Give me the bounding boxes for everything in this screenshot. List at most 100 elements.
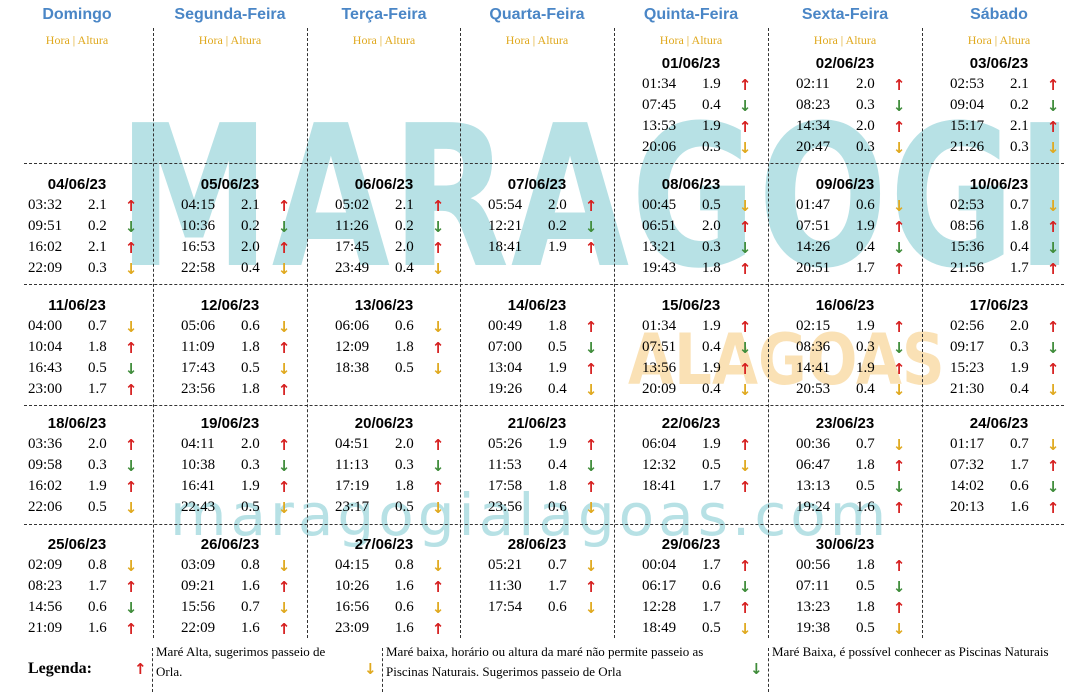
tide-row: 06:47 1.8 ↑ [768,457,922,478]
tide-row: 01:34 1.9 ↑ [614,318,768,339]
tide-height: 0.6 [702,578,721,594]
tide-height: 2.1 [241,197,260,213]
tide-height: 0.5 [88,499,107,515]
high-tide-arrow-icon: ↑ [584,578,598,596]
column-subtitle: Hora | Altura [45,33,109,47]
low-tide-arrow-icon: ↓ [1046,139,1060,157]
high-tide-arrow-icon: ↑ [738,599,752,617]
tide-height: 2.1 [395,197,414,213]
date-label: 01/06/23 [661,55,721,72]
high-tide-arrow-icon: ↑ [738,118,752,136]
low-tide-arrow-icon: ↓ [277,360,291,378]
high-tide-arrow-icon: ↑ [738,318,752,336]
tide-time: 19:43 [642,260,677,276]
tide-time: 13:04 [488,360,523,376]
tide-time: 11:13 [335,457,369,473]
tide-height: 2.1 [88,197,107,213]
tide-height: 2.0 [548,197,567,213]
tide-height: 1.6 [856,499,875,515]
tide-height: 2.0 [702,218,721,234]
tide-row: 06:51 2.0 ↑ [614,218,768,239]
tide-height: 2.0 [856,118,875,134]
tide-row: 21:30 0.4 ↓ [922,381,1075,402]
legend-down-green-arrow-icon: ↓ [750,660,763,678]
tide-row: 09:21 1.6 ↑ [153,578,307,599]
tide-height: 1.9 [702,76,721,92]
legend-separator [768,648,769,692]
column-subtitle: Hora | Altura [352,33,416,47]
high-tide-arrow-icon: ↑ [892,76,906,94]
tide-row: 19:43 1.8 ↑ [614,260,768,281]
tide-row: 21:26 0.3 ↓ [922,139,1075,160]
tide-time: 18:41 [642,478,677,494]
tide-row: 12:21 0.2 ↓ [460,218,614,239]
tide-height: 1.9 [702,436,721,452]
tide-height: 1.6 [395,578,414,594]
date-label: 25/06/23 [47,536,107,553]
high-tide-arrow-icon: ↑ [1046,457,1060,475]
tide-row: 09:04 0.2 ↓ [922,97,1075,118]
tide-time: 00:56 [796,557,831,573]
tide-time: 02:15 [796,318,831,334]
low-tide-arrow-icon: ↓ [1046,381,1060,399]
day-header: Domingo [42,6,112,23]
high-tide-arrow-icon: ↑ [124,239,138,257]
tide-row: 02:09 0.8 ↓ [0,557,154,578]
date-label: 02/06/23 [815,55,875,72]
tide-row: 22:09 0.3 ↓ [0,260,154,281]
tide-row: 22:06 0.5 ↓ [0,499,154,520]
tide-height: 1.8 [548,478,567,494]
tide-time: 23:17 [335,499,370,515]
tide-time: 23:49 [335,260,370,276]
low-tide-pools-arrow-icon: ↓ [892,239,906,257]
low-tide-arrow-icon: ↓ [1046,436,1060,454]
tide-row: 06:04 1.9 ↑ [614,436,768,457]
tide-row: 06:06 0.6 ↓ [307,318,461,339]
tide-height: 0.6 [88,599,107,615]
tide-time: 18:41 [488,239,523,255]
tide-height: 0.7 [1010,197,1029,213]
low-tide-arrow-icon: ↓ [1046,197,1060,215]
tide-row: 18:49 0.5 ↓ [614,620,768,641]
date-label: 05/06/23 [200,176,260,193]
tide-time: 22:43 [181,499,216,515]
tide-height: 1.6 [241,620,260,636]
tide-height: 2.0 [856,76,875,92]
date-label: 19/06/23 [200,415,260,432]
tide-height: 2.1 [1010,76,1029,92]
tide-row: 12:32 0.5 ↓ [614,457,768,478]
low-tide-pools-arrow-icon: ↓ [892,578,906,596]
high-tide-arrow-icon: ↑ [431,339,445,357]
tide-row: 02:53 0.7 ↓ [922,197,1075,218]
column-divider [614,28,615,638]
tide-time: 13:56 [642,360,677,376]
tide-height: 1.6 [1010,499,1029,515]
tide-time: 09:21 [181,578,216,594]
tide-row: 14:26 0.4 ↓ [768,239,922,260]
tide-height: 2.0 [395,436,414,452]
tide-row: 00:36 0.7 ↓ [768,436,922,457]
tide-time: 02:09 [28,557,63,573]
tide-row: 11:30 1.7 ↑ [460,578,614,599]
tide-time: 16:02 [28,239,63,255]
tide-row: 13:56 1.9 ↑ [614,360,768,381]
low-tide-pools-arrow-icon: ↓ [892,478,906,496]
tide-time: 23:56 [181,381,216,397]
tide-height: 0.6 [395,318,414,334]
tide-row: 14:34 2.0 ↑ [768,118,922,139]
tide-time: 00:49 [488,318,523,334]
tide-height: 1.9 [548,360,567,376]
high-tide-arrow-icon: ↑ [892,557,906,575]
tide-time: 16:53 [181,239,216,255]
low-tide-pools-arrow-icon: ↓ [124,457,138,475]
date-label: 09/06/23 [815,176,875,193]
tide-row: 20:53 0.4 ↓ [768,381,922,402]
day-header: Quinta-Feira [643,6,739,23]
high-tide-arrow-icon: ↑ [738,557,752,575]
tide-time: 03:09 [181,557,216,573]
tide-time: 07:45 [642,97,677,113]
tide-row: 16:02 2.1 ↑ [0,239,154,260]
tide-time: 22:06 [28,499,63,515]
tide-row: 01:47 0.6 ↓ [768,197,922,218]
tide-height: 0.5 [241,499,260,515]
